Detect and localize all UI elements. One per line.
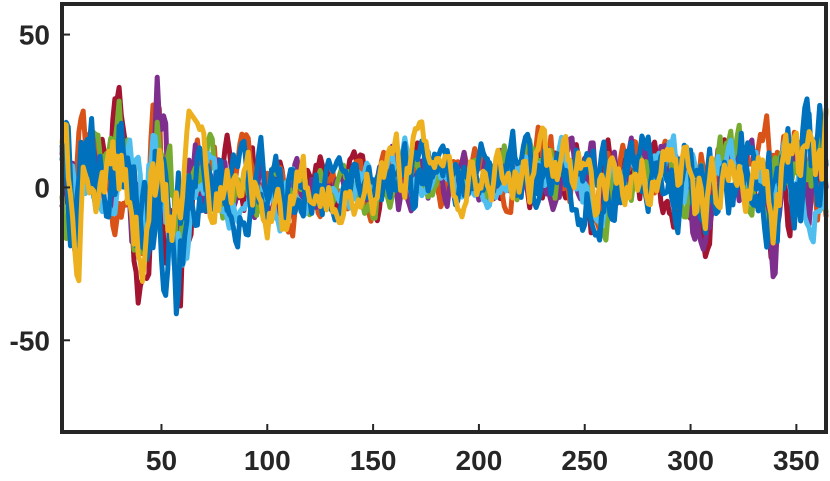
plot-area-frame [60,2,828,434]
x-tick-label: 250 [561,445,608,476]
series-layer [59,74,829,317]
x-tick-label: 350 [773,445,820,476]
series-line-3 [59,74,829,280]
x-tick-label: 150 [350,445,397,476]
y-axis: -50 0 50 [10,20,70,356]
y-tick-label: -50 [10,325,50,356]
x-tick-label: 200 [456,445,503,476]
x-tick-label: 50 [146,445,177,476]
x-tick-label: 100 [244,445,291,476]
y-tick-label: 0 [34,172,50,203]
y-tick-label: 50 [19,20,50,51]
x-tick-label: 300 [667,445,714,476]
x-axis: 50 100 150 200 250 300 350 [146,424,820,476]
series-line-8 [59,107,829,284]
